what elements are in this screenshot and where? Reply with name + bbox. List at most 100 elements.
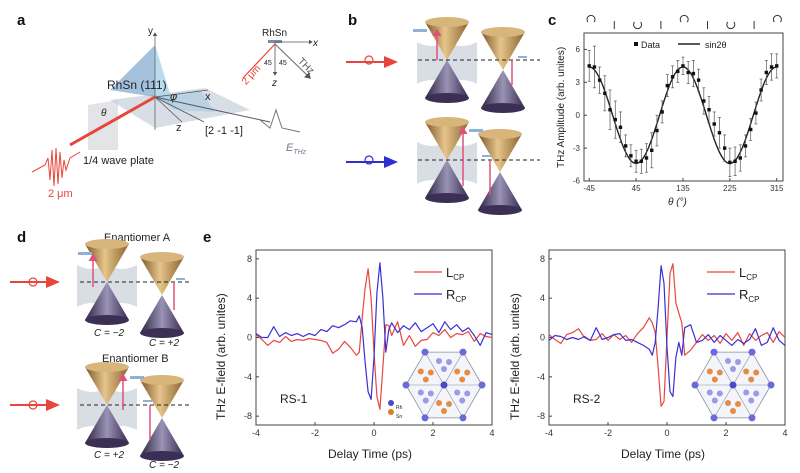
e0-rh-atom xyxy=(427,390,434,397)
c-data-point xyxy=(670,75,675,79)
lcp-circular-icon xyxy=(28,277,38,287)
e1-rh-atom xyxy=(725,358,731,364)
c-y-tick-label: -6 xyxy=(573,177,581,186)
inset-z-label: z xyxy=(272,78,277,89)
e1-rh-atom xyxy=(691,381,699,389)
c-data-point xyxy=(712,122,716,126)
panel-a-label: a xyxy=(17,12,26,29)
e0-rh-atom xyxy=(440,381,448,389)
e0-y-tick-label: 4 xyxy=(247,293,252,303)
c-data-point xyxy=(613,117,617,122)
e0-x-tick-label: -2 xyxy=(311,428,319,438)
e1-x-axis-label: Delay Time (ps) xyxy=(328,447,413,461)
enantiomer-a-row xyxy=(10,239,190,338)
panel-b-label: b xyxy=(348,12,358,29)
e0-rh-atom xyxy=(421,348,429,356)
b-right-chern-label: C = −2 xyxy=(149,460,180,471)
cw-circular-icon xyxy=(633,21,643,30)
panel-d-label: d xyxy=(17,229,27,246)
ethz-main: E xyxy=(286,142,294,154)
c-data-point xyxy=(738,156,742,160)
c-data-point xyxy=(696,78,701,82)
e1-sn-atom xyxy=(706,368,713,375)
e0-y-tick-label: 8 xyxy=(247,254,252,264)
ethz-label: ETHz xyxy=(286,142,306,156)
rcp-circular-icon xyxy=(364,155,374,165)
e0-rh-atom xyxy=(459,414,467,422)
e0-x-tick-label: -4 xyxy=(252,428,260,438)
c-data-point xyxy=(597,78,602,82)
e1-legend-label-sub: CP xyxy=(748,295,759,304)
c-data-point xyxy=(749,127,753,132)
c-data-point xyxy=(769,65,774,69)
c-data-point xyxy=(764,70,769,75)
enantiomer-b-label: Enantiomer B xyxy=(102,353,169,365)
e0-hex-spoke xyxy=(443,384,464,419)
c-plot-frame xyxy=(583,32,784,182)
e1-crystal-inset xyxy=(691,348,775,422)
e0-series-rcp xyxy=(255,262,493,400)
e0-sn-atom xyxy=(446,401,452,407)
inset-x-label: x xyxy=(313,38,318,49)
cw-circular-icon-arc xyxy=(726,21,736,30)
thz-beam xyxy=(154,96,271,123)
laser-beam xyxy=(69,95,156,147)
c-data-point xyxy=(665,83,670,88)
c-y-tick-label: 3 xyxy=(576,78,581,87)
enantiomer-b-row xyxy=(10,362,190,461)
e0-sn-atom xyxy=(417,368,424,375)
c-data-point xyxy=(722,146,727,150)
c-x-tick-label: 45 xyxy=(632,184,641,193)
e1-rh-atom xyxy=(711,397,718,404)
x-axis-line xyxy=(154,89,209,98)
lcp-circular-icon xyxy=(28,400,38,410)
panel-a-diagram xyxy=(31,32,313,187)
ccw-circular-icon-arc xyxy=(772,14,782,23)
c-x-axis-label-text: θ (°) xyxy=(668,197,687,208)
e1-rh-atom xyxy=(767,381,775,389)
e0-legend-label: RCP xyxy=(446,287,467,304)
ccw-circular-icon-arc xyxy=(586,14,596,23)
e0-rh-atom xyxy=(441,366,447,372)
direction-label: [2 -1 -1] xyxy=(205,125,243,137)
inset-legend-rh-marker xyxy=(388,400,394,406)
e1-legend-label: RCP xyxy=(739,287,760,304)
c-data-point xyxy=(587,64,591,68)
e1-hex-spoke xyxy=(732,384,753,419)
e2-x-axis-label: Delay Time (ps) xyxy=(621,447,706,461)
e1-x-tick-label: -4 xyxy=(545,428,553,438)
c-data-point xyxy=(759,88,763,92)
e1-hex-spoke xyxy=(713,384,734,419)
panel-b-diagram xyxy=(346,17,540,215)
axis-y-label: y xyxy=(148,26,153,37)
e1-sn-atom xyxy=(725,400,731,406)
e0-rh-atom xyxy=(417,389,424,396)
e0-hex-spoke xyxy=(424,351,445,386)
e1-y-tick-label: -8 xyxy=(537,411,545,421)
c-data-point xyxy=(629,154,633,158)
c-data-point xyxy=(702,99,706,103)
e0-sn-atom xyxy=(422,376,429,383)
c-data-point xyxy=(639,159,644,163)
inset-legend-sn: Sn xyxy=(396,414,403,420)
c-data-point xyxy=(717,131,722,135)
c-legend-fit-label: sin2θ xyxy=(705,40,727,50)
e0-rh-atom xyxy=(478,381,486,389)
axis-z-label: z xyxy=(176,122,182,134)
c-legend-data-marker xyxy=(634,42,638,46)
waveplate-label: 1/4 wave plate xyxy=(83,155,154,167)
thz-pulse xyxy=(259,108,301,133)
c-data-point xyxy=(733,159,737,163)
e0-legend-label: LCP xyxy=(446,265,464,282)
inset-legend-rh: Rh xyxy=(396,405,403,411)
z-axis-line xyxy=(154,96,183,123)
e1-sn-atom xyxy=(735,401,741,407)
c-data-point xyxy=(623,144,628,148)
laser-pulse xyxy=(31,147,81,187)
c-data-point xyxy=(728,160,732,165)
a-right-chern-label: C = +2 xyxy=(149,338,180,349)
ccw-circular-icon-arc xyxy=(679,14,689,23)
e0-y-tick-label: -8 xyxy=(244,411,252,421)
c-y-tick-label: 0 xyxy=(576,111,581,120)
